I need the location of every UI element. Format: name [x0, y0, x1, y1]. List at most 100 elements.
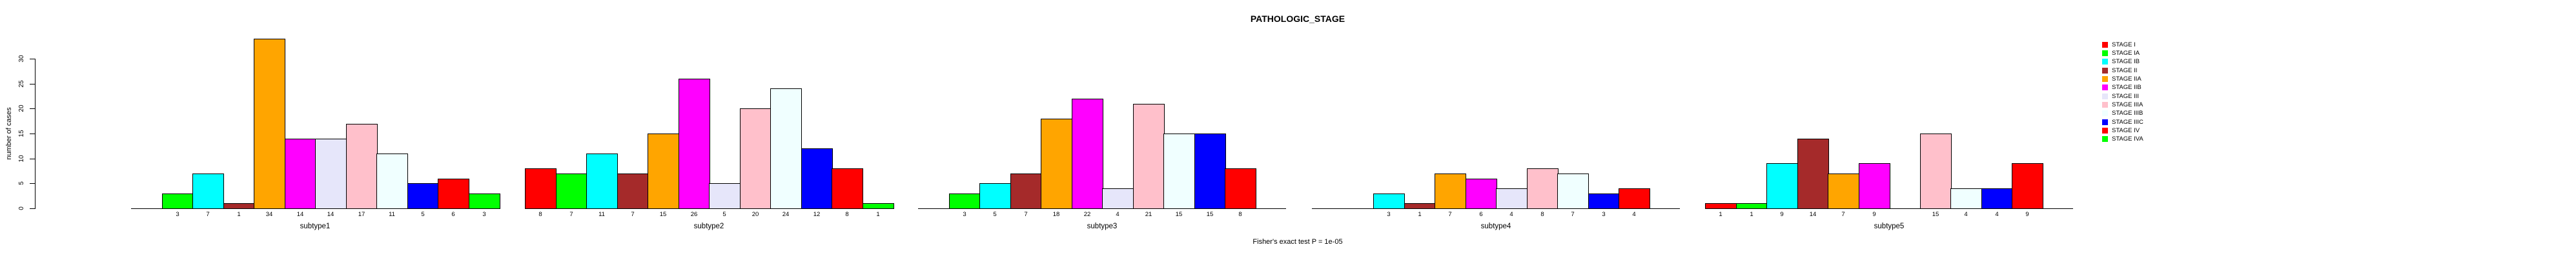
bar-subtype2-stage-iiib	[770, 88, 802, 209]
bar-value-label: 4	[1964, 211, 1968, 218]
bar-value-label: 26	[690, 211, 698, 218]
legend-swatch-stage-ii	[2102, 67, 2108, 74]
bar-subtype4-stage-iiic	[1588, 194, 1620, 209]
bar-value-label: 5	[421, 211, 425, 218]
bar-value-label: 1	[237, 211, 241, 218]
legend-swatch-stage-iii	[2102, 93, 2108, 99]
bar-subtype2-stage-iv	[832, 168, 863, 209]
bar-value-label: 8	[538, 211, 542, 218]
bar-value-label: 7	[1024, 211, 1028, 218]
y-tick-mark	[30, 108, 35, 110]
group-label-subtype4: subtype4	[1480, 223, 1511, 230]
bar-value-label: 11	[598, 211, 605, 218]
chart-title: PATHOLOGIC_STAGE	[1250, 14, 1345, 24]
bar-subtype5-stage-i	[1705, 203, 1737, 209]
bar-subtype4-stage-ii	[1404, 203, 1436, 209]
legend-swatch-stage-iiib	[2102, 110, 2108, 117]
bar-subtype3-stage-iiia	[1133, 104, 1165, 209]
bar-value-label: 3	[1602, 211, 1606, 218]
legend-swatch-stage-iiia	[2102, 101, 2108, 108]
bar-value-label: 24	[782, 211, 790, 218]
legend-swatch-stage-ib	[2102, 59, 2108, 65]
bar-value-label: 7	[631, 211, 635, 218]
bar-subtype4-stage-iiib	[1557, 174, 1589, 209]
bar-value-label: 3	[963, 211, 966, 218]
group-label-subtype3: subtype3	[1087, 223, 1118, 230]
legend-label: STAGE III	[2112, 92, 2140, 100]
bar-value-label: 14	[327, 211, 334, 218]
y-tick-label: 15	[18, 130, 25, 137]
bar-subtype5-stage-iv	[2012, 163, 2043, 209]
bar-subtype4-stage-iib	[1466, 179, 1497, 209]
bar-subtype1-stage-iia	[254, 39, 285, 209]
bar-subtype1-stage-ia	[162, 194, 194, 209]
bar-subtype2-stage-ia	[556, 174, 588, 209]
group-label-subtype2: subtype2	[693, 223, 724, 230]
legend-swatch-stage-iv	[2102, 128, 2108, 134]
bar-subtype4-stage-iiia	[1527, 168, 1559, 209]
bar-value-label: 14	[296, 211, 304, 218]
bar-subtype2-stage-iia	[648, 134, 679, 209]
bar-value-label: 1	[1719, 211, 1722, 218]
legend-label: STAGE IB	[2112, 58, 2140, 66]
bar-value-label: 9	[1780, 211, 1784, 218]
bar-value-label: 1	[1750, 211, 1753, 218]
bar-value-label: 7	[1571, 211, 1575, 218]
bar-value-label: 15	[659, 211, 667, 218]
bar-value-label: 1	[876, 211, 880, 218]
bar-value-label: 7	[569, 211, 573, 218]
bar-subtype1-stage-iv	[438, 179, 469, 209]
bar-value-label: 9	[2025, 211, 2029, 218]
bar-subtype2-stage-ii	[617, 174, 649, 209]
bar-subtype5-stage-iia	[1828, 174, 1859, 209]
bar-value-label: 4	[1995, 211, 1999, 218]
bar-subtype3-stage-iv	[1225, 168, 1256, 209]
bar-subtype3-stage-iiib	[1163, 134, 1195, 209]
bar-subtype1-stage-iiia	[346, 124, 378, 209]
bar-value-label: 15	[1175, 211, 1183, 218]
legend-label: STAGE IVA	[2112, 135, 2143, 143]
legend-label: STAGE IIIC	[2112, 118, 2143, 126]
bar-subtype3-stage-iii	[1102, 188, 1134, 209]
y-tick-label: 30	[18, 55, 25, 63]
bar-value-label: 7	[1448, 211, 1452, 218]
bar-value-label: 8	[1540, 211, 1544, 218]
bar-subtype3-stage-ib	[979, 183, 1011, 209]
bar-subtype5-stage-iiic	[1981, 188, 2013, 209]
bar-value-label: 5	[722, 211, 726, 218]
bar-subtype1-stage-ii	[223, 203, 255, 209]
bar-subtype3-stage-iib	[1072, 99, 1103, 209]
bar-subtype2-stage-i	[525, 168, 557, 209]
legend-label: STAGE IIIA	[2112, 101, 2143, 108]
bar-value-label: 3	[1387, 211, 1391, 218]
bar-value-label: 7	[1841, 211, 1845, 218]
legend-label: STAGE IIB	[2112, 84, 2142, 92]
legend-swatch-stage-i	[2102, 41, 2108, 48]
bar-value-label: 1	[1418, 211, 1422, 218]
bar-subtype1-stage-iiic	[407, 183, 439, 209]
bar-value-label: 3	[176, 211, 179, 218]
bar-subtype3-stage-ii	[1010, 174, 1042, 209]
bar-value-label: 34	[265, 211, 273, 218]
bar-subtype2-stage-ib	[586, 154, 618, 209]
bar-value-label: 21	[1145, 211, 1152, 218]
bar-value-label: 15	[1206, 211, 1214, 218]
y-tick-label: 10	[18, 155, 25, 163]
legend-swatch-stage-iib	[2102, 84, 2108, 91]
bar-value-label: 17	[358, 211, 365, 218]
bar-subtype3-stage-iia	[1041, 119, 1072, 209]
legend-swatch-stage-iia	[2102, 75, 2108, 82]
bar-subtype5-stage-iiia	[1920, 134, 1952, 209]
y-tick-label: 5	[18, 181, 25, 186]
group-label-subtype5: subtype5	[1874, 223, 1905, 230]
legend-label: STAGE I	[2112, 41, 2136, 48]
y-tick-label: 25	[18, 80, 25, 88]
bar-value-label: 22	[1083, 211, 1091, 218]
bar-value-label: 14	[1809, 211, 1817, 218]
bar-value-label: 4	[1116, 211, 1119, 218]
bar-value-label: 9	[1872, 211, 1876, 218]
bar-subtype1-stage-iva	[469, 194, 500, 209]
bar-subtype1-stage-iib	[285, 139, 316, 209]
bar-subtype4-stage-iv	[1619, 188, 1650, 209]
